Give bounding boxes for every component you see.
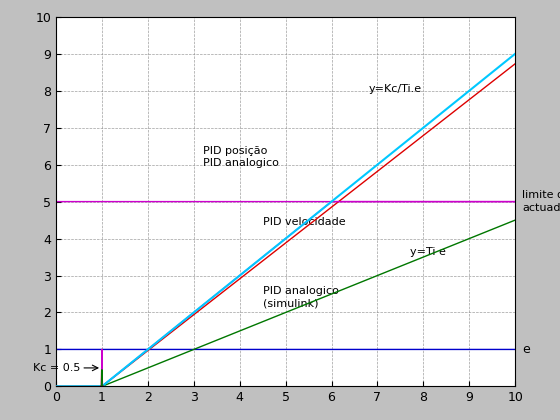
Text: PID velocidade: PID velocidade bbox=[263, 218, 346, 228]
Text: y=Kc/Ti.e: y=Kc/Ti.e bbox=[368, 84, 421, 94]
Text: limite do
actuador: limite do actuador bbox=[522, 190, 560, 213]
Text: PID posição
PID analogico: PID posição PID analogico bbox=[203, 146, 279, 168]
Text: Kc = 0.5: Kc = 0.5 bbox=[33, 363, 81, 373]
Text: e: e bbox=[522, 343, 530, 356]
Text: PID analogico
(simulink): PID analogico (simulink) bbox=[263, 286, 338, 309]
Text: y=Ti e: y=Ti e bbox=[409, 247, 445, 257]
